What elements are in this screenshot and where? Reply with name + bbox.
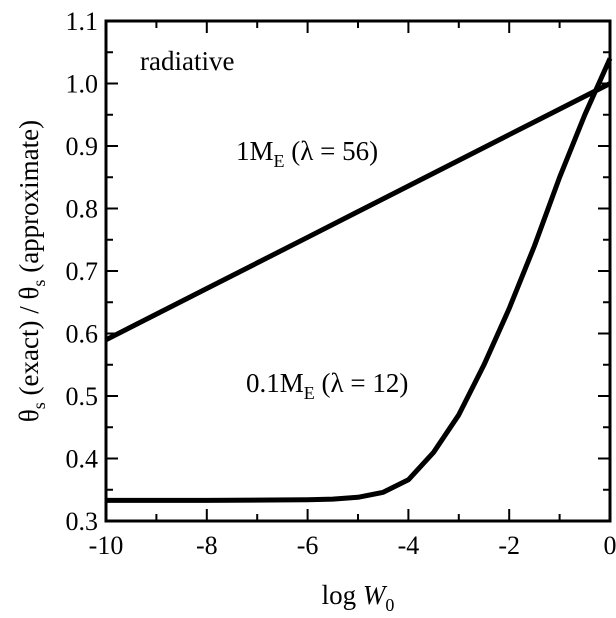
x-tick-label: 0 [604, 531, 616, 560]
x-tick-label: -2 [498, 531, 520, 560]
y-tick-label: 0.8 [66, 195, 99, 224]
series-line-2 [106, 57, 613, 503]
y-tick-label: 1.0 [66, 70, 99, 99]
series-lines [104, 57, 613, 503]
plot-frame [104, 19, 612, 523]
x-tick-label: -6 [297, 531, 319, 560]
y-tick-label: 0.9 [66, 132, 99, 161]
x-tick-label: -4 [398, 531, 420, 560]
y-axis-title: θs (exact) / θs (approximate) [14, 120, 49, 422]
ticks [105, 20, 611, 522]
annotation-series-2: 0.1ME (λ = 12) [246, 368, 408, 403]
series-line-1 [104, 81, 612, 343]
annotation-series-1: 1ME (λ = 56) [236, 136, 378, 171]
y-tick-label: 0.4 [66, 445, 99, 474]
x-tick-label: -10 [89, 531, 124, 560]
tick-labels: -10 -8 -6 -4 -2 0 0.3 0.4 0.5 0.6 0.7 0.8 0.9 1.0 1.1 [66, 7, 616, 560]
y-tick-label: 0.5 [66, 382, 99, 411]
y-tick-label: 0.7 [66, 257, 99, 286]
x-axis-title: log W0 [322, 580, 395, 615]
y-tick-label: 0.3 [66, 507, 99, 536]
annotation-radiative: radiative [140, 46, 234, 76]
y-tick-label: 1.1 [66, 7, 99, 36]
x-tick-label: -8 [196, 531, 218, 560]
y-tick-label: 0.6 [66, 320, 99, 349]
